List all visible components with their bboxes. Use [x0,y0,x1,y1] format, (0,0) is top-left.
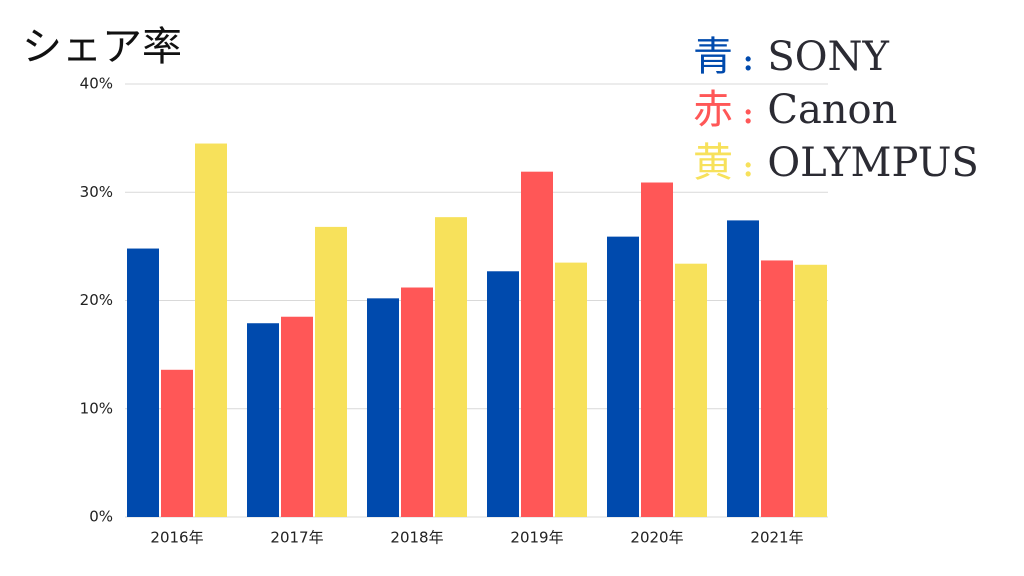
y-tick-label: 40% [80,75,113,93]
bar [367,298,399,517]
bar [607,236,639,517]
bar [315,226,347,517]
bar [555,262,587,517]
bar [761,260,793,517]
x-tick-label: 2017年 [270,529,323,547]
bar [487,271,519,517]
x-tick-label: 2019年 [510,529,563,547]
bar [281,316,313,517]
legend-separator: : [743,97,753,130]
x-tick-label: 2018年 [390,529,443,547]
legend-separator: : [743,150,753,183]
bar [435,217,467,517]
bar [247,323,279,517]
bar [127,248,159,518]
x-tick-label: 2016年 [150,529,203,547]
bar [195,143,227,517]
legend-marker: 青 [693,34,733,80]
bar [641,182,673,517]
y-tick-label: 20% [80,291,113,309]
bar [795,264,827,517]
legend-label: OLYMPUS [767,140,978,186]
bar [675,263,707,517]
legend-marker: 赤 [693,87,733,133]
bar [521,171,553,517]
bar [727,220,759,517]
legend-label: SONY [767,34,889,80]
legend-label: Canon [767,87,897,133]
x-tick-label: 2020年 [630,529,683,547]
x-tick-label: 2021年 [750,529,803,547]
chart-title: シェア率 [22,24,182,70]
y-tick-label: 10% [80,399,113,417]
bar [161,369,193,517]
legend-entry: 赤: Canon [693,87,897,133]
y-tick-label: 30% [80,183,113,201]
legend-marker: 黄 [693,140,733,186]
y-tick-label: 0% [89,508,113,526]
legend-entry: 青: SONY [693,34,890,80]
legend-entry: 黄: OLYMPUS [693,140,979,186]
bar [401,287,433,517]
legend-separator: : [743,44,753,77]
